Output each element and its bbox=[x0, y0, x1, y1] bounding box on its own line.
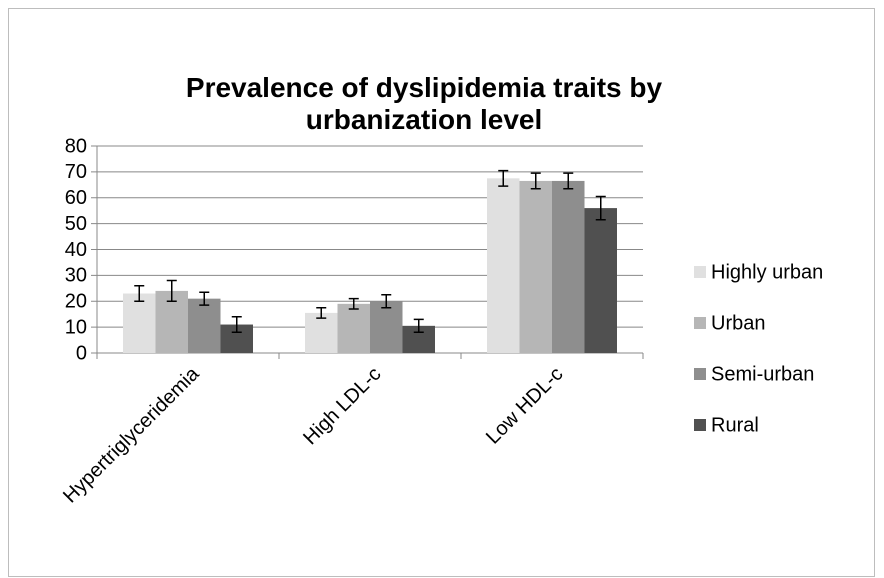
error-bar bbox=[316, 306, 327, 319]
error-bar bbox=[134, 284, 145, 302]
bar bbox=[519, 180, 552, 353]
bar bbox=[305, 312, 338, 353]
legend-swatch bbox=[694, 368, 706, 380]
bar bbox=[584, 208, 617, 353]
legend-swatch bbox=[694, 317, 706, 329]
error-bar bbox=[595, 195, 606, 221]
bar bbox=[188, 298, 221, 353]
legend-swatch bbox=[694, 266, 706, 278]
y-tick-label: 50 bbox=[65, 213, 87, 235]
error-bar bbox=[413, 318, 424, 334]
error-bar bbox=[348, 297, 359, 310]
legend-label: Semi-urban bbox=[711, 363, 814, 385]
error-bar bbox=[381, 294, 392, 309]
legend-label: Urban bbox=[711, 312, 765, 334]
error-bar bbox=[563, 172, 574, 190]
error-bar bbox=[166, 279, 177, 302]
legend-label: Highly urban bbox=[711, 261, 823, 283]
x-tick-label: Hypertriglyceridemia bbox=[59, 362, 204, 507]
bar bbox=[487, 178, 520, 353]
x-tick-label: High LDL-c bbox=[299, 363, 385, 449]
x-tick-label: Low HDL-c bbox=[482, 363, 568, 449]
bar bbox=[552, 180, 585, 353]
y-tick-label: 20 bbox=[65, 291, 87, 313]
y-tick-label: 0 bbox=[76, 342, 87, 364]
bar bbox=[123, 293, 156, 353]
legend-swatch bbox=[694, 419, 706, 431]
error-bar bbox=[231, 316, 242, 334]
chart-title: Prevalence of dyslipidemia traits by bbox=[186, 72, 663, 103]
error-bar bbox=[498, 169, 509, 187]
error-bar bbox=[530, 172, 541, 190]
y-tick-label: 40 bbox=[65, 239, 87, 261]
chart-title: urbanization level bbox=[306, 104, 543, 135]
chart-frame bbox=[8, 8, 875, 577]
y-tick-label: 10 bbox=[65, 316, 87, 338]
y-tick-label: 60 bbox=[65, 187, 87, 209]
bar bbox=[370, 301, 403, 353]
y-tick-label: 70 bbox=[65, 161, 87, 183]
error-bar bbox=[199, 291, 210, 306]
bar bbox=[337, 303, 370, 353]
y-tick-label: 80 bbox=[65, 135, 87, 157]
y-tick-label: 30 bbox=[65, 265, 87, 287]
legend-label: Rural bbox=[711, 414, 759, 436]
